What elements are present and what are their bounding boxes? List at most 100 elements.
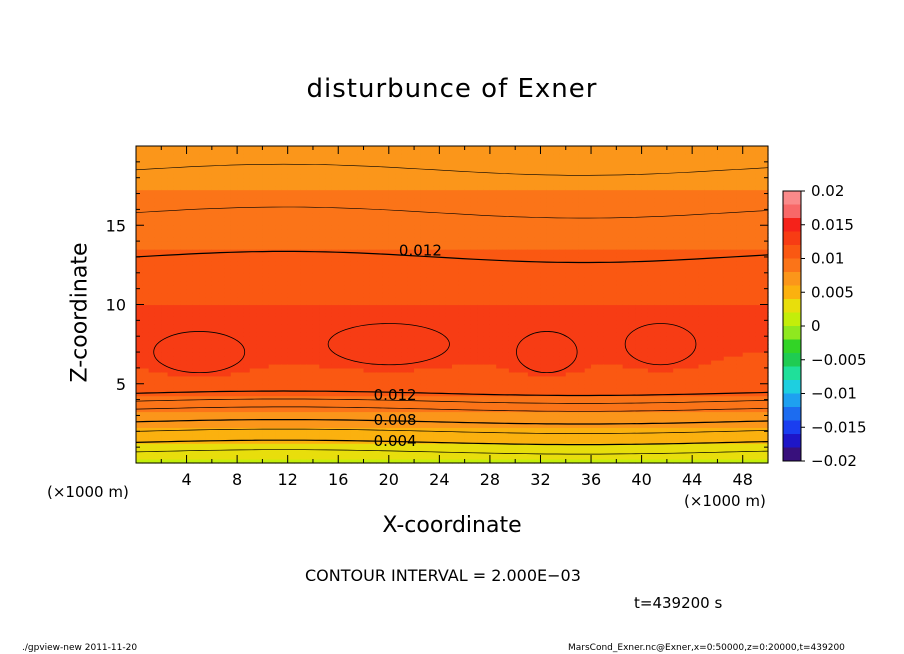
field-cell (154, 455, 162, 460)
field-cell (161, 352, 169, 357)
field-cell (161, 371, 169, 377)
field-cell (161, 407, 169, 413)
field-cell (458, 451, 466, 456)
field-cell (161, 379, 169, 385)
field-cell (445, 316, 453, 321)
field-cell (300, 209, 308, 214)
field-cell (281, 459, 289, 464)
field-cell (515, 241, 523, 246)
field-cell (319, 169, 327, 175)
field-cell (262, 431, 270, 436)
field-cell (502, 371, 510, 377)
field-cell (521, 157, 529, 163)
field-cell (275, 383, 282, 389)
field-cell (218, 181, 226, 187)
field-cell (401, 423, 409, 428)
field-cell (243, 193, 251, 199)
field-cell (167, 340, 175, 345)
field-cell (256, 344, 263, 349)
field-cell (439, 359, 447, 365)
field-cell (464, 165, 472, 171)
field-cell (281, 435, 289, 440)
field-cell (401, 391, 409, 397)
field-cell (515, 383, 523, 389)
field-cell (338, 189, 346, 195)
field-cell (224, 371, 232, 377)
field-cell (477, 415, 485, 421)
field-cell (331, 455, 339, 460)
field-cell (148, 288, 156, 294)
field-cell (186, 379, 194, 385)
field-cell (275, 225, 282, 230)
field-cell (407, 336, 415, 341)
field-cell (287, 304, 295, 310)
field-cell (515, 256, 523, 262)
field-cell (420, 407, 428, 413)
field-cell (218, 256, 226, 262)
field-cell (205, 252, 213, 258)
field-cell (357, 336, 365, 341)
field-cell (414, 403, 421, 409)
field-cell (294, 451, 301, 456)
field-cell (363, 379, 371, 385)
field-cell (527, 320, 535, 325)
field-cell (173, 391, 181, 397)
field-cell (173, 304, 181, 310)
field-cell (388, 153, 396, 159)
field-cell (154, 241, 162, 246)
field-cell (173, 312, 181, 317)
field-cell (230, 399, 238, 405)
field-cell (407, 292, 415, 298)
field-cell (319, 181, 327, 187)
field-cell (312, 153, 320, 159)
field-cell (363, 415, 371, 421)
field-cell (306, 379, 314, 385)
field-cell (496, 427, 504, 432)
field-cell (237, 363, 245, 369)
field-cell (452, 146, 459, 151)
field-cell (344, 375, 352, 381)
field-cell (281, 185, 289, 191)
field-cell (357, 260, 365, 266)
field-cell (154, 268, 162, 274)
field-cell (357, 348, 365, 353)
field-cell (407, 284, 415, 290)
field-cell (395, 169, 403, 175)
field-cell (344, 340, 352, 345)
field-cell (395, 336, 403, 341)
field-cell (420, 157, 428, 163)
field-cell (363, 451, 371, 456)
field-cell (344, 308, 352, 314)
field-cell (275, 371, 282, 377)
field-cell (230, 185, 238, 191)
field-cell (186, 300, 194, 306)
field-cell (230, 288, 238, 294)
field-cell (192, 344, 200, 349)
field-cell (154, 173, 162, 179)
field-cell (350, 197, 358, 203)
field-cell (243, 451, 251, 456)
field-cell (173, 352, 181, 357)
field-cell (262, 245, 270, 250)
field-cell (281, 245, 289, 250)
field-cell (237, 280, 245, 286)
field-cell (452, 320, 459, 325)
field-cell (161, 185, 169, 191)
field-cell (382, 300, 390, 306)
field-cell (401, 197, 409, 203)
field-cell (426, 229, 434, 234)
field-cell (344, 153, 352, 159)
field-cell (452, 371, 459, 377)
field-cell (363, 363, 371, 369)
field-cell (470, 435, 478, 440)
field-cell (268, 312, 276, 317)
field-cell (338, 229, 346, 234)
field-cell (136, 411, 143, 417)
field-cell (420, 431, 428, 436)
field-cell (281, 451, 289, 456)
field-cell (477, 209, 485, 214)
field-cell (344, 209, 352, 214)
field-cell (483, 221, 491, 226)
field-cell (439, 316, 447, 321)
field-cell (154, 169, 162, 175)
